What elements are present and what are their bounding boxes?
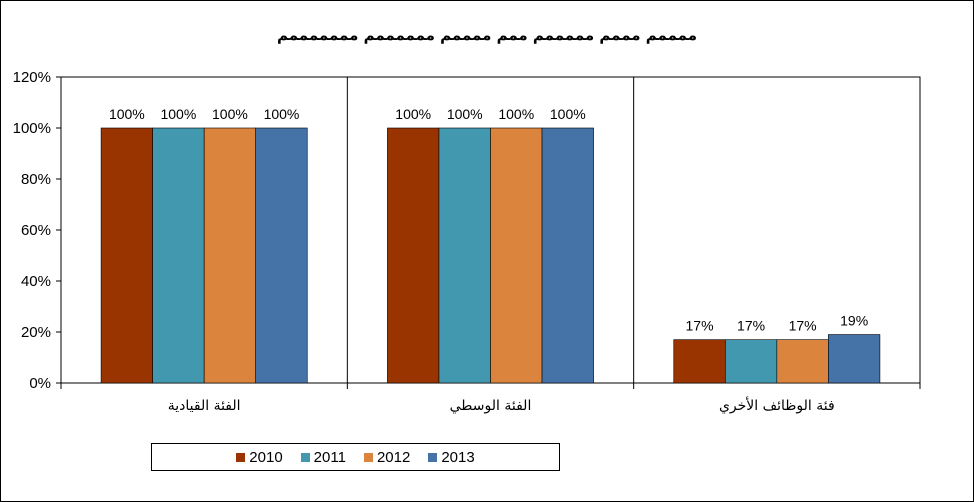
legend-item: 2013 bbox=[428, 448, 475, 466]
data-label: 100% bbox=[498, 106, 534, 122]
bar bbox=[673, 339, 726, 384]
legend-label: 2011 bbox=[313, 448, 346, 466]
y-tick-label: 20% bbox=[21, 324, 51, 341]
legend-swatch bbox=[363, 452, 373, 462]
data-label: 17% bbox=[789, 318, 817, 334]
legend-item: 2010 bbox=[236, 448, 283, 466]
y-tick-label: 60% bbox=[21, 222, 51, 239]
bar bbox=[490, 127, 543, 384]
bar bbox=[724, 339, 778, 384]
category-label: فئة الوظائف الأخري bbox=[719, 396, 835, 414]
bar bbox=[100, 127, 153, 384]
category-label: الفئة القيادية bbox=[168, 398, 241, 414]
y-tick-label: 120% bbox=[13, 69, 51, 86]
legend-item: 2012 bbox=[363, 448, 411, 466]
bar bbox=[438, 127, 491, 384]
bar bbox=[203, 127, 257, 384]
legend-swatch bbox=[300, 452, 310, 462]
y-tick-label: 0% bbox=[29, 375, 51, 392]
data-label: 17% bbox=[686, 318, 714, 334]
data-label: 100% bbox=[264, 106, 300, 122]
legend-item: 2011 bbox=[300, 448, 346, 466]
data-label: 100% bbox=[395, 106, 431, 122]
bar bbox=[387, 127, 440, 384]
bar bbox=[255, 127, 308, 384]
legend-swatch bbox=[428, 452, 438, 462]
bar bbox=[541, 127, 594, 384]
data-label: 100% bbox=[212, 106, 248, 122]
legend: 2010 2011 2012 2013 bbox=[151, 443, 560, 471]
legend-swatch bbox=[236, 452, 246, 462]
category-label: الفئة الوسطي bbox=[450, 398, 532, 414]
y-tick-label: 40% bbox=[21, 273, 51, 290]
bar bbox=[776, 339, 829, 384]
data-label: 100% bbox=[447, 106, 483, 122]
data-label: 100% bbox=[160, 106, 196, 122]
data-label: 100% bbox=[109, 106, 145, 122]
bar bbox=[828, 334, 881, 384]
legend-label: 2012 bbox=[376, 448, 411, 466]
y-tick-label: 80% bbox=[21, 171, 51, 188]
legend-label: 2010 bbox=[249, 448, 283, 466]
legend-label: 2013 bbox=[441, 448, 475, 466]
data-label: 19% bbox=[840, 313, 868, 329]
y-tick-label: 100% bbox=[13, 120, 51, 137]
chart-title: ممممم مممم مممممم ممم ممممم ممممممم مممم… bbox=[276, 26, 698, 44]
bar bbox=[152, 127, 205, 384]
data-label: 17% bbox=[737, 318, 765, 334]
data-label: 100% bbox=[550, 106, 586, 122]
